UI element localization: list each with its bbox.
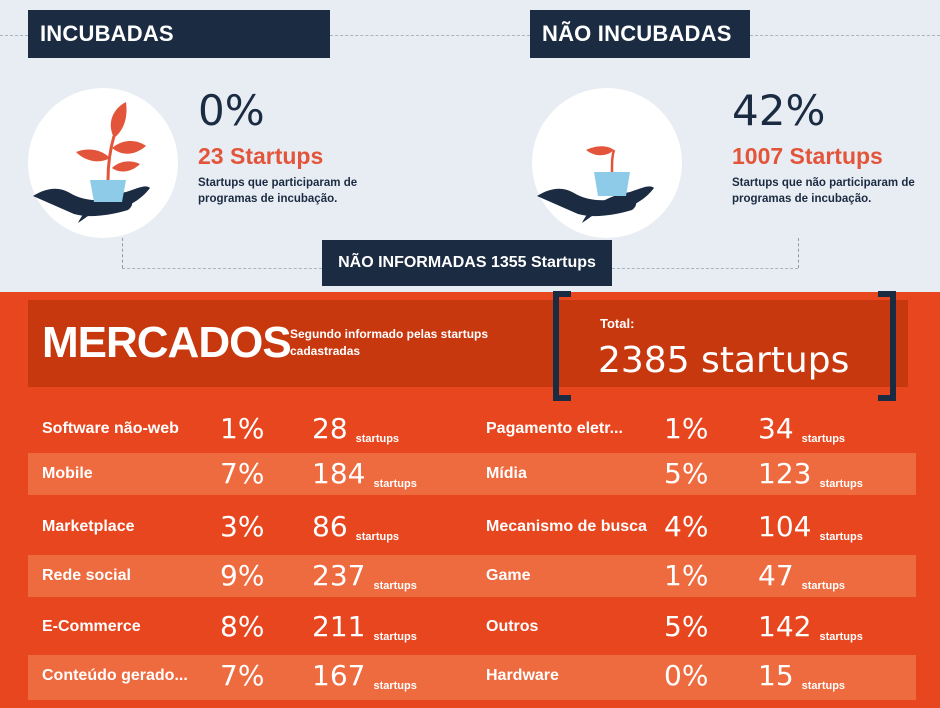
market-row: Software não-web 1% 28 startups Pagamento…	[28, 408, 916, 450]
market-percent: 5%	[664, 457, 709, 490]
market-percent: 1%	[664, 559, 709, 592]
total-value: 2385 startups	[598, 340, 850, 381]
market-count: 184 startups	[312, 453, 417, 501]
market-percent: 3%	[220, 510, 265, 543]
market-count-unit: startups	[819, 631, 863, 643]
market-count-value: 104	[758, 510, 812, 543]
market-row: Conteúdo gerado... 7% 167 startups Hardwa…	[28, 655, 916, 700]
market-count-value: 167	[312, 659, 366, 692]
market-count-value: 86	[312, 510, 348, 543]
market-count-unit: startups	[801, 680, 846, 692]
market-count-value: 211	[312, 610, 366, 643]
markets-title: MERCADOS	[42, 318, 292, 367]
market-count: 86 startups	[312, 506, 399, 554]
nao-incubadas-icon-circle	[532, 88, 682, 238]
market-count: 104 startups	[758, 506, 863, 554]
market-count: 237 startups	[312, 555, 417, 603]
dashed-connector	[330, 35, 530, 36]
market-count-unit: startups	[373, 580, 417, 592]
dashed-connector	[122, 268, 322, 269]
market-count-unit: startups	[373, 680, 417, 692]
market-name: Outros	[486, 618, 539, 635]
nao-incubadas-description: Startups que não participaram de program…	[732, 177, 915, 205]
nao-incubadas-percent: 42%	[732, 86, 826, 135]
market-name: Game	[486, 567, 531, 584]
market-count-unit: startups	[373, 631, 417, 643]
market-percent: 8%	[220, 610, 265, 643]
plant-in-hand-icon	[33, 102, 150, 223]
market-row: Mobile 7% 184 startups Mídia 5% 123 startu…	[28, 453, 916, 495]
dashed-connector	[750, 35, 940, 36]
incubadas-count: 23 Startups	[198, 143, 324, 169]
nao-incubadas-title: NÃO INCUBADAS	[530, 10, 750, 58]
market-count: 15 startups	[758, 655, 845, 703]
market-name: Software não-web	[42, 420, 179, 437]
market-row: Marketplace 3% 86 startups Mecanismo de b…	[28, 506, 916, 548]
market-count: 211 startups	[312, 606, 417, 654]
market-percent: 7%	[220, 659, 265, 692]
market-count: 167 startups	[312, 655, 417, 703]
incubadas-title: INCUBADAS	[28, 10, 330, 58]
dashed-connector	[798, 238, 799, 268]
incubadas-description: Startups que participaram de programas d…	[198, 177, 358, 205]
market-name: Pagamento eletr...	[486, 420, 623, 437]
market-name: Mobile	[42, 465, 93, 482]
market-count-value: 184	[312, 457, 366, 490]
market-count-unit: startups	[355, 531, 400, 543]
market-count: 142 startups	[758, 606, 863, 654]
market-count-value: 47	[758, 559, 794, 592]
market-count-value: 237	[312, 559, 366, 592]
market-name: E-Commerce	[42, 618, 141, 635]
market-count-unit: startups	[819, 478, 863, 490]
dashed-connector	[122, 238, 123, 268]
market-name: Hardware	[486, 667, 559, 684]
market-count-unit: startups	[801, 580, 846, 592]
markets-banner	[28, 300, 908, 387]
market-name: Rede social	[42, 567, 131, 584]
market-count-value: 15	[758, 659, 794, 692]
incubadas-percent: 0%	[198, 86, 265, 135]
dashed-connector	[612, 268, 798, 269]
market-name: Mecanismo de busca	[486, 518, 647, 535]
dashed-connector	[0, 35, 28, 36]
markets-subtitle: Segundo informado pelas startups cadastr…	[290, 327, 489, 358]
market-name: Marketplace	[42, 518, 135, 535]
market-count-value: 28	[312, 412, 348, 445]
plant-in-hand-icon	[537, 146, 654, 223]
market-percent: 5%	[664, 610, 709, 643]
left-bracket	[553, 291, 571, 401]
incubadas-icon-circle	[28, 88, 178, 238]
market-count: 123 startups	[758, 453, 863, 501]
market-count-unit: startups	[819, 531, 863, 543]
market-count-unit: startups	[801, 433, 846, 445]
market-count-unit: startups	[373, 478, 417, 490]
market-percent: 0%	[664, 659, 709, 692]
market-row: Rede social 9% 237 startups Game 1% 47 sta…	[28, 555, 916, 597]
total-label: Total:	[600, 316, 635, 331]
market-name: Mídia	[486, 465, 527, 482]
market-count-unit: startups	[355, 433, 400, 445]
market-name: Conteúdo gerado...	[42, 667, 188, 684]
market-count-value: 123	[758, 457, 812, 490]
nao-incubadas-count: 1007 Startups	[732, 143, 883, 169]
incubation-section: INCUBADAS 0% 23 Startups Startups que pa…	[0, 0, 940, 292]
market-percent: 1%	[664, 412, 709, 445]
market-count: 34 startups	[758, 408, 845, 456]
market-count-value: 142	[758, 610, 812, 643]
market-count: 28 startups	[312, 408, 399, 456]
market-count: 47 startups	[758, 555, 845, 603]
market-percent: 4%	[664, 510, 709, 543]
market-count-value: 34	[758, 412, 794, 445]
right-bracket	[878, 291, 896, 401]
market-percent: 1%	[220, 412, 265, 445]
market-percent: 9%	[220, 559, 265, 592]
nao-informadas-badge: NÃO INFORMADAS 1355 Startups	[322, 240, 612, 286]
market-percent: 7%	[220, 457, 265, 490]
market-row: E-Commerce 8% 211 startups Outros 5% 142 s…	[28, 606, 916, 648]
